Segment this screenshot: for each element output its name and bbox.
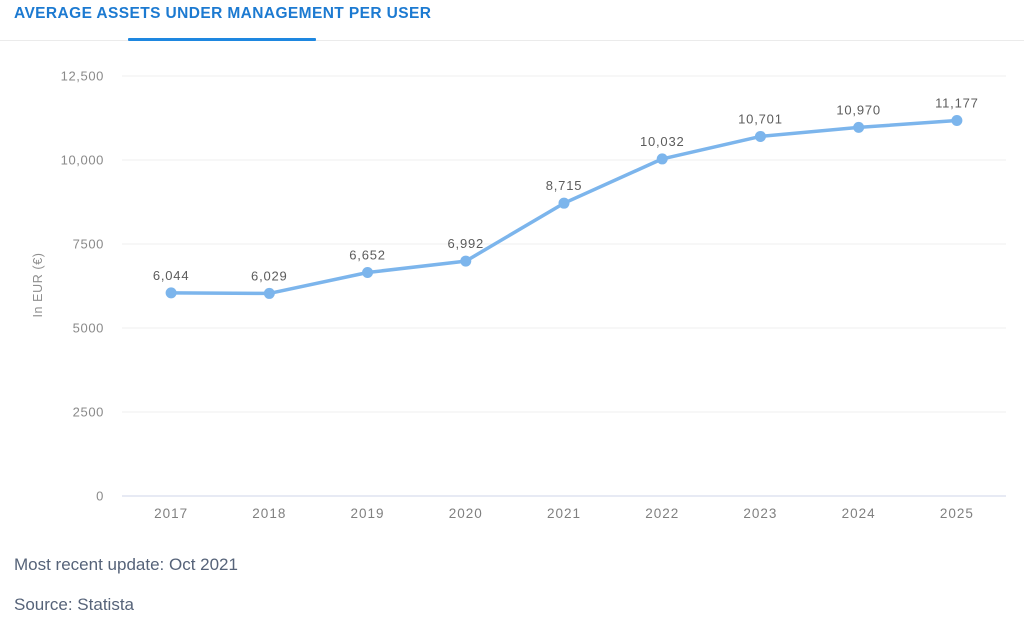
data-point-2019[interactable]: [362, 266, 374, 278]
y-axis-tick-label: 0: [96, 489, 104, 504]
data-point-2024[interactable]: [853, 121, 865, 133]
y-axis-tick-label: 12,500: [61, 69, 104, 84]
x-axis-tick-label: 2017: [154, 506, 188, 521]
data-label-2023: 10,701: [738, 111, 783, 126]
y-axis-tick-label: 2500: [73, 405, 104, 420]
source-text: Source: Statista: [14, 595, 135, 614]
x-axis-tick-label: 2024: [842, 506, 876, 521]
y-axis-tick-label: 10,000: [61, 153, 104, 168]
x-axis-tick-label: 2025: [940, 506, 974, 521]
data-label-2020: 6,992: [448, 236, 485, 251]
y-axis-tick-label: 5000: [73, 321, 104, 336]
page-title: AVERAGE ASSETS UNDER MANAGEMENT PER USER: [14, 5, 432, 22]
x-axis-tick-label: 2021: [547, 506, 581, 521]
data-point-2017[interactable]: [165, 287, 177, 299]
data-point-2020[interactable]: [460, 255, 472, 267]
data-label-2022: 10,032: [640, 134, 685, 149]
data-point-2025[interactable]: [951, 114, 963, 126]
data-label-2025: 11,177: [935, 95, 979, 110]
data-point-2021[interactable]: [558, 197, 570, 209]
data-label-2021: 8,715: [546, 178, 583, 193]
x-axis-tick-label: 2020: [449, 506, 483, 521]
last-update-text: Most recent update: Oct 2021: [14, 555, 238, 574]
active-tab-indicator[interactable]: [128, 38, 316, 41]
y-axis-tick-label: 7500: [73, 237, 104, 252]
data-label-2017: 6,044: [153, 268, 190, 283]
data-point-2022[interactable]: [656, 153, 668, 165]
data-point-2018[interactable]: [263, 287, 275, 299]
data-label-2019: 6,652: [349, 247, 386, 262]
x-axis-tick-label: 2019: [351, 506, 385, 521]
data-label-2024: 10,970: [836, 102, 881, 117]
x-axis-tick-label: 2022: [645, 506, 679, 521]
tab-bar-separator: [0, 40, 1024, 41]
y-axis-title: In EUR (€): [31, 252, 45, 317]
data-label-2018: 6,029: [251, 268, 288, 283]
data-point-2023[interactable]: [754, 130, 766, 142]
x-axis-tick-label: 2018: [252, 506, 286, 521]
x-axis-tick-label: 2023: [743, 506, 777, 521]
